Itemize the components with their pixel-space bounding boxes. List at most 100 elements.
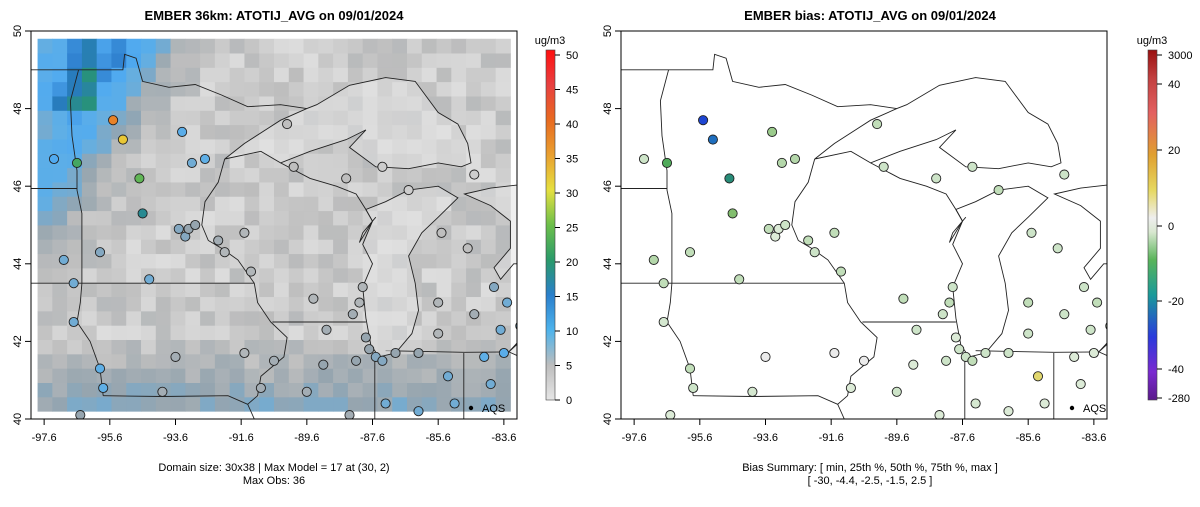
heatmap-cell	[126, 125, 141, 140]
heatmap-cell	[67, 211, 82, 226]
heatmap-cell	[481, 254, 496, 269]
observation-point	[777, 158, 786, 167]
heatmap-cell	[215, 354, 230, 369]
heatmap-cell	[481, 211, 496, 226]
observation-point	[345, 411, 354, 420]
heatmap-cell	[126, 325, 141, 340]
heatmap-cell	[481, 225, 496, 240]
heatmap-cell	[333, 196, 348, 211]
heatmap-cell	[126, 82, 141, 97]
heatmap-cell	[466, 354, 481, 369]
heatmap-cell	[52, 82, 67, 97]
colorbar-tick-label: -280	[1168, 393, 1190, 405]
heatmap-cell	[215, 39, 230, 54]
heatmap-cell	[318, 67, 333, 82]
observation-point	[879, 162, 888, 171]
heatmap-cell	[126, 282, 141, 297]
heatmap-cell	[215, 139, 230, 154]
heatmap-cell	[171, 254, 186, 269]
observation-point	[414, 348, 423, 357]
observation-point	[72, 158, 81, 167]
heatmap-cell	[318, 39, 333, 54]
heatmap-cell	[38, 383, 53, 398]
heatmap-cell	[318, 268, 333, 283]
heatmap-cell	[259, 67, 274, 82]
lake-shoreline	[815, 78, 1061, 169]
border-line	[660, 70, 672, 283]
heatmap-cell	[126, 196, 141, 211]
heatmap-cell	[259, 340, 274, 355]
heatmap-cell	[67, 53, 82, 68]
heatmap-cell	[200, 110, 215, 125]
heatmap-cell	[437, 311, 452, 326]
heatmap-cell	[377, 53, 392, 68]
heatmap-cell	[111, 340, 126, 355]
heatmap-cell	[466, 254, 481, 269]
footer-line-2: [ -30, -4.4, -2.5, -1.5, 2.5 ]	[808, 475, 933, 487]
border-line	[509, 303, 544, 352]
observation-point	[768, 127, 777, 136]
heatmap-cell	[230, 282, 245, 297]
colorbar-tick-label: 15	[566, 292, 578, 304]
heatmap-cell	[141, 153, 156, 168]
heatmap-cell	[67, 39, 82, 54]
observation-point	[810, 248, 819, 257]
observation-point	[171, 352, 180, 361]
heatmap-cell	[244, 196, 259, 211]
heatmap-cell	[67, 325, 82, 340]
x-tick-label: -93.6	[163, 432, 188, 444]
heatmap-cell	[67, 254, 82, 269]
heatmap-cell	[451, 67, 466, 82]
heatmap-cell	[466, 368, 481, 383]
heatmap-cell	[82, 268, 97, 283]
heatmap-cell	[215, 110, 230, 125]
heatmap-cell	[111, 311, 126, 326]
heatmap-cell	[244, 168, 259, 183]
heatmap-cell	[422, 397, 437, 412]
heatmap-cell	[318, 397, 333, 412]
observation-point	[480, 352, 489, 361]
heatmap-cell	[496, 96, 511, 111]
x-tick-label: -95.6	[97, 432, 122, 444]
heatmap-cell	[185, 168, 200, 183]
heatmap-cell	[171, 383, 186, 398]
heatmap-cell	[97, 311, 112, 326]
observation-point	[932, 174, 941, 183]
aqs-legend-marker	[1070, 406, 1074, 410]
heatmap-cell	[304, 254, 319, 269]
heatmap-cell	[289, 196, 304, 211]
heatmap-cell	[171, 282, 186, 297]
observation-point	[804, 236, 813, 245]
observation-point	[220, 248, 229, 257]
observation-point	[981, 348, 990, 357]
heatmap-cell	[348, 397, 363, 412]
heatmap-cell	[259, 268, 274, 283]
heatmap-cell	[111, 354, 126, 369]
observation-point	[836, 267, 845, 276]
observation-point	[118, 135, 127, 144]
heatmap-cell	[333, 254, 348, 269]
heatmap-cell	[82, 383, 97, 398]
heatmap-cell	[126, 239, 141, 254]
heatmap-cell	[141, 297, 156, 312]
heatmap-cell	[215, 196, 230, 211]
heatmap-cell	[274, 383, 289, 398]
observation-point	[174, 224, 183, 233]
heatmap-cell	[259, 239, 274, 254]
observation-point	[178, 127, 187, 136]
observation-point	[470, 170, 479, 179]
heatmap-cell	[244, 53, 259, 68]
heatmap-cell	[451, 254, 466, 269]
heatmap-cell	[244, 254, 259, 269]
heatmap-cell	[185, 39, 200, 54]
observation-point	[942, 356, 951, 365]
heatmap-cell	[200, 354, 215, 369]
observation-point	[496, 325, 505, 334]
heatmap-cell	[38, 268, 53, 283]
heatmap-cell	[52, 225, 67, 240]
observation-point	[935, 411, 944, 420]
heatmap-cell	[156, 354, 171, 369]
heatmap-cell	[38, 225, 53, 240]
heatmap-cell	[348, 340, 363, 355]
heatmap-cell	[333, 311, 348, 326]
